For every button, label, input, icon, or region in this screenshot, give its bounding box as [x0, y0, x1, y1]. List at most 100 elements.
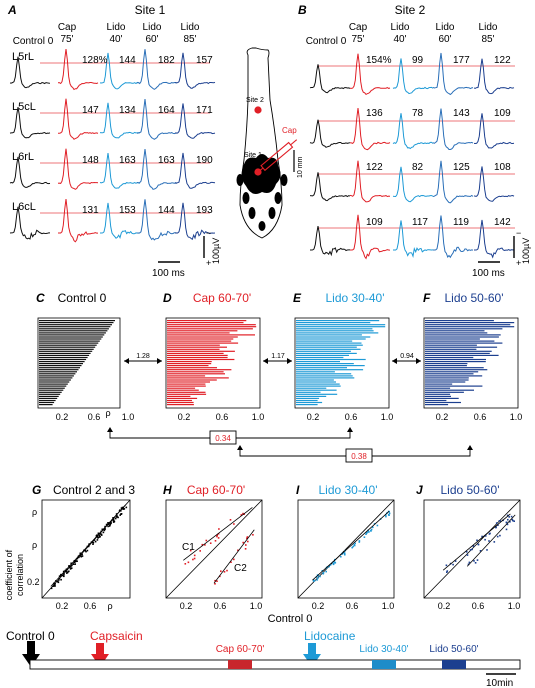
scatI-point-0-38: [365, 533, 367, 535]
scatJ-point-0-6: [495, 526, 497, 529]
cond-a-0: Control 0: [13, 36, 54, 47]
barsE-bar-12: [296, 344, 363, 346]
scatI-point-0-15: [340, 555, 342, 558]
lido2-block: [442, 660, 466, 669]
scatH-point-0-10: [242, 512, 244, 515]
barsE-bar-26: [296, 373, 352, 375]
cond-b-4-bottom: 85': [481, 34, 494, 45]
scatH-point-1-0: [219, 575, 221, 578]
scatH-point-0-15: [201, 543, 204, 546]
mm-scale: 10 mm: [297, 156, 304, 178]
barsE-bar-30: [296, 381, 336, 383]
tick-j-0: 0.2: [438, 601, 451, 611]
capsaicin-arrow-icon: [91, 643, 109, 667]
barsC-bar-33: [39, 387, 65, 389]
barsE-bar-40: [296, 401, 323, 404]
barsE-bar-27: [296, 375, 353, 377]
scatH-point-1-9: [220, 570, 222, 572]
scatJ-point-0-22: [499, 520, 502, 522]
scatJ-point-0-8: [481, 535, 483, 538]
row2-panels: C Control 0 D Cap 60-70' E Lido 30-40' F…: [36, 291, 522, 463]
scatJ-point-0-27: [472, 545, 475, 547]
barsC-bar-3: [39, 326, 111, 328]
scatG-point-0-60: [94, 540, 97, 543]
scatH-point-0-17: [218, 528, 220, 530]
barsC-bar-8: [39, 336, 103, 338]
trace-a-2-4: [175, 152, 216, 189]
scatG-point-0-130: [60, 578, 62, 581]
scatG-point-0-18: [81, 555, 84, 557]
root-mid: [258, 221, 266, 231]
barsC-bar-34: [39, 389, 64, 391]
tick-h-0: 0.2: [180, 601, 193, 611]
value-a-1-3: 171: [196, 105, 213, 116]
cond-a-2-bottom: 40': [109, 34, 122, 45]
scatG-point-0-53: [119, 514, 121, 516]
barsE-bar-39: [296, 399, 318, 402]
scatG-point-0-0: [84, 549, 86, 552]
site2-marker: [254, 106, 262, 114]
scatH-fit-1: [213, 529, 255, 584]
barsC-bar-28: [39, 377, 73, 379]
scatH-point-1-14: [226, 569, 228, 572]
scatJ-point-1-15: [473, 560, 475, 562]
trace-b-3-0: [310, 226, 350, 257]
trace-a-1-3: [136, 99, 178, 140]
barsD-bar-37: [167, 395, 191, 397]
cond-a-4-top: Lido: [181, 22, 200, 33]
panel-i-letter: I: [296, 483, 300, 497]
volt-minus-b: −: [516, 228, 521, 238]
scatH-point-1-3: [246, 536, 249, 538]
trace-b-1-4: [473, 113, 515, 149]
barsE-bar-36: [296, 393, 338, 395]
barsC-bar-0: [39, 320, 115, 322]
scatG-point-0-44: [119, 509, 121, 511]
barsC-bar-21: [39, 363, 83, 365]
barsD-bar-28: [167, 377, 229, 379]
root-left-1: [236, 174, 244, 186]
scatH-point-1-13: [214, 583, 216, 585]
traces-a: [9, 48, 216, 243]
barsE-bar-8: [296, 336, 371, 338]
value-b-0-0: 154%: [366, 55, 392, 66]
cond-a-1-bottom: 75': [60, 34, 73, 45]
scatG-point-0-30: [115, 516, 118, 518]
cond-b-1-bottom: 75': [351, 34, 364, 45]
barsD-bar-26: [167, 373, 225, 375]
scatH-point-0-7: [199, 550, 201, 552]
value-a-1-1: 134: [119, 105, 136, 116]
trace-a-3-0: [9, 206, 50, 240]
panel-f-title: Lido 50-60': [444, 291, 503, 305]
value-b-3-2: 119: [453, 217, 469, 228]
scatI-point-0-51: [317, 575, 320, 577]
scatG-point-0-71: [101, 528, 104, 531]
trace-a-0-4: [174, 52, 216, 89]
scatG-point-0-106: [63, 575, 65, 578]
barsC-bar-35: [39, 391, 62, 393]
barsD-bar-9: [167, 338, 234, 340]
barsE-bar-28: [296, 377, 355, 379]
ratio-arrow-ef: [392, 358, 421, 364]
barsD-bar-23: [167, 367, 217, 369]
barsF-bar-7: [425, 334, 501, 336]
scatH-point-0-0: [229, 519, 232, 521]
panel-a-title: Site 1: [135, 3, 166, 17]
panel-b: B Site 2 Control 0 Cap 75' Lido 40' Lido…: [298, 3, 531, 279]
scatG-point-0-50: [70, 565, 72, 568]
barsD-bar-2: [167, 324, 256, 326]
scatJ-point-1-18: [509, 521, 511, 523]
scatG-point-0-38: [98, 534, 101, 537]
scatI-point-0-45: [353, 544, 356, 547]
barsC-bar-25: [39, 371, 77, 373]
value-a-2-3: 190: [196, 155, 213, 166]
barsC-bar-19: [39, 358, 87, 361]
scatJ-point-0-28: [454, 560, 457, 562]
barsE-bar-13: [296, 346, 357, 348]
barsC-bar-22: [39, 365, 82, 367]
scatI-point-0-50: [370, 529, 372, 532]
barsD-bar-35: [167, 391, 206, 393]
panel-g-title: Control 2 and 3: [53, 483, 135, 497]
scatG-point-0-109: [99, 535, 101, 538]
cluster-c2: C2: [234, 563, 247, 574]
scatI-point-0-30: [334, 562, 337, 564]
